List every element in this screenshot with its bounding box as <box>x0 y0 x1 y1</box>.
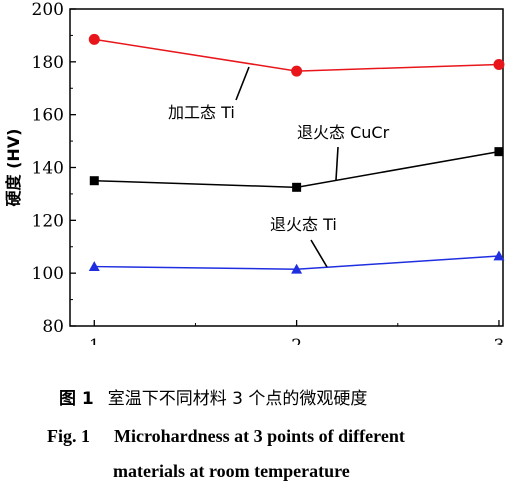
series-label: 退火态 Ti <box>270 215 337 234</box>
y-tick-label: 200 <box>32 0 64 20</box>
series-line <box>94 150 500 189</box>
data-point <box>493 250 505 261</box>
data-point <box>89 176 99 186</box>
plot-frame <box>69 8 504 327</box>
caption-english-line1: Fig. 1 Microhardness at 3 points of diffe… <box>47 426 523 447</box>
y-axis-label: 硬度 (HV) <box>4 129 23 207</box>
caption-en-text-1: Microhardness at 3 points of different <box>114 426 405 446</box>
data-point <box>88 261 100 271</box>
caption-cn-text: 室温下不同材料 3 个点的微观硬度 <box>107 389 368 409</box>
data-point <box>494 147 504 157</box>
y-tick-label: 80 <box>42 317 64 337</box>
x-tick-label: 2 <box>291 336 302 345</box>
data-point <box>292 182 302 192</box>
series-label: 加工态 Ti <box>168 103 235 122</box>
annotations: 加工态 Ti 退火态 CuCr 退火态 Ti <box>168 66 390 268</box>
y-tick-label: 140 <box>32 159 64 179</box>
y-tick-label: 180 <box>32 53 64 73</box>
data-point <box>88 33 100 45</box>
caption-english-line2: materials at room temperature <box>113 461 523 482</box>
data-point <box>291 65 303 77</box>
data-point <box>493 58 505 70</box>
series-leader-line <box>335 146 339 181</box>
caption-chinese: 图 1 室温下不同材料 3 个点的微观硬度 <box>59 384 523 409</box>
y-tick-label: 120 <box>32 211 64 231</box>
series-group <box>88 33 505 274</box>
caption-cn-label: 图 1 <box>59 389 94 409</box>
chart-svg: 80 100 120 140 160 180 200 1 2 3 硬度 (HV) 加工态 Ti 退火态… <box>4 0 505 345</box>
caption-en-label: Fig. 1 <box>47 426 90 446</box>
series-label: 退火态 CuCr <box>297 123 390 142</box>
series-leader-line <box>310 239 328 268</box>
data-point <box>291 263 303 274</box>
y-tick-label: 160 <box>32 106 64 126</box>
x-tick-label: 1 <box>89 336 100 345</box>
series-leader-line <box>235 66 250 101</box>
x-tick-label: 3 <box>494 336 505 345</box>
caption-en-text-2: materials at room temperature <box>113 461 350 481</box>
y-tick-label: 100 <box>32 264 64 284</box>
axes: 80 100 120 140 160 180 200 1 2 3 硬度 (HV) <box>4 0 504 345</box>
